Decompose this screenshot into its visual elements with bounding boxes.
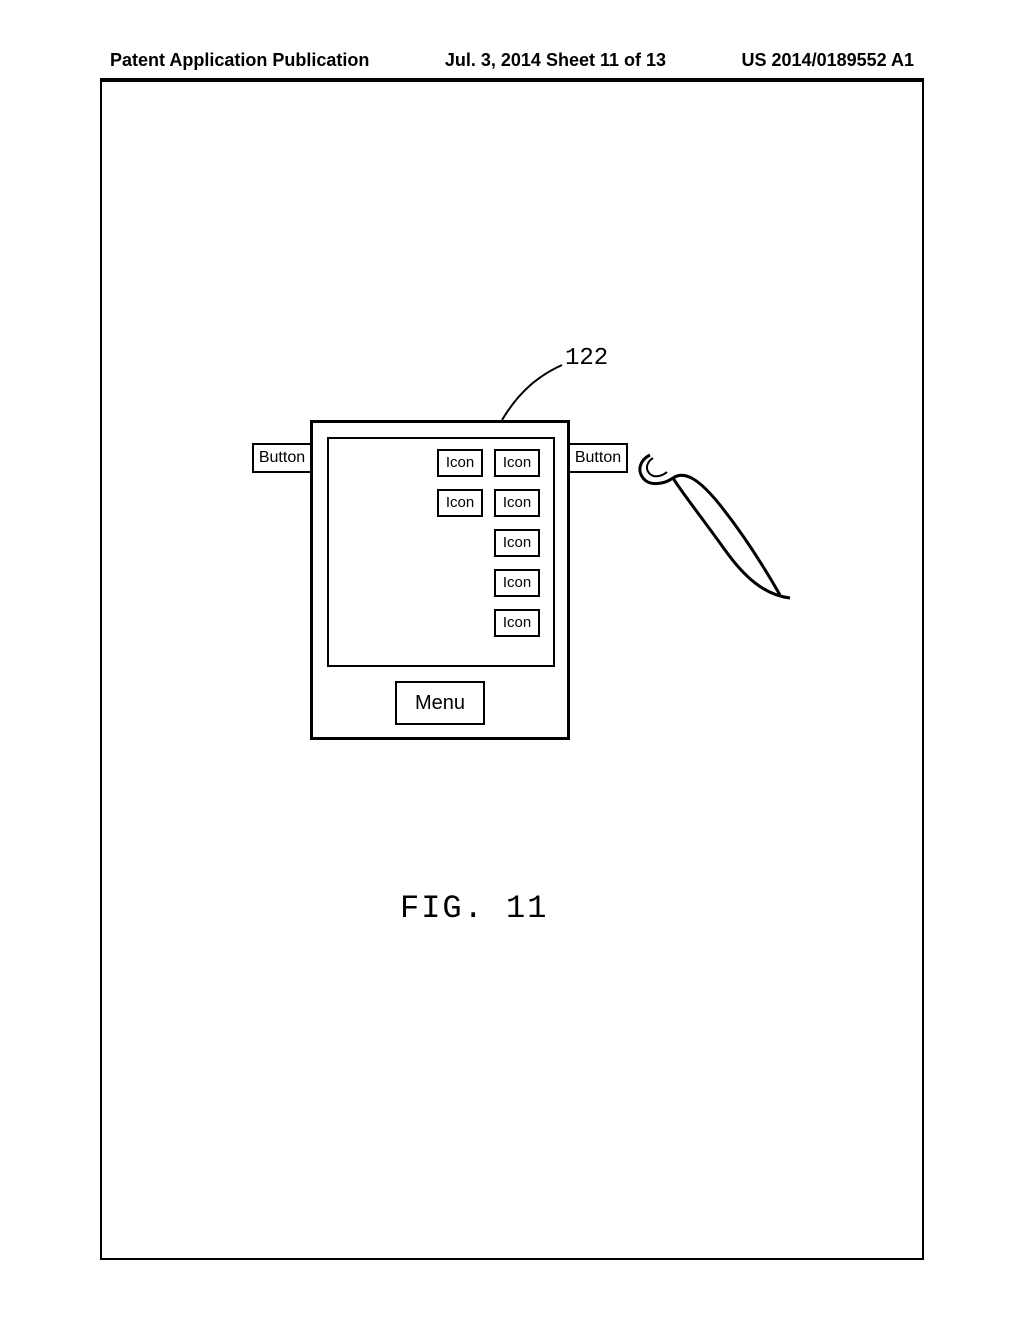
icon-row4[interactable]: Icon	[494, 569, 540, 597]
right-button[interactable]: Button	[568, 443, 628, 473]
menu-button[interactable]: Menu	[395, 681, 485, 725]
icon-row1-col2[interactable]: Icon	[494, 449, 540, 477]
icon-row1-col1[interactable]: Icon	[437, 449, 483, 477]
icon-row2-col1[interactable]: Icon	[437, 489, 483, 517]
icon-row5[interactable]: Icon	[494, 609, 540, 637]
finger-icon	[625, 420, 805, 600]
header-right: US 2014/0189552 A1	[742, 50, 914, 71]
header-left: Patent Application Publication	[110, 50, 369, 71]
diagram-container: 122 Button Icon Icon Icon Icon Icon Icon…	[230, 390, 790, 790]
figure-caption: FIG. 11	[400, 890, 548, 927]
device-outer-frame: Icon Icon Icon Icon Icon Icon Icon Menu	[310, 420, 570, 740]
icon-row3[interactable]: Icon	[494, 529, 540, 557]
page-header: Patent Application Publication Jul. 3, 2…	[100, 50, 924, 71]
device-screen: Icon Icon Icon Icon Icon Icon Icon	[327, 437, 555, 667]
header-center: Jul. 3, 2014 Sheet 11 of 13	[445, 50, 666, 71]
icon-row2-col2[interactable]: Icon	[494, 489, 540, 517]
left-button[interactable]: Button	[252, 443, 312, 473]
